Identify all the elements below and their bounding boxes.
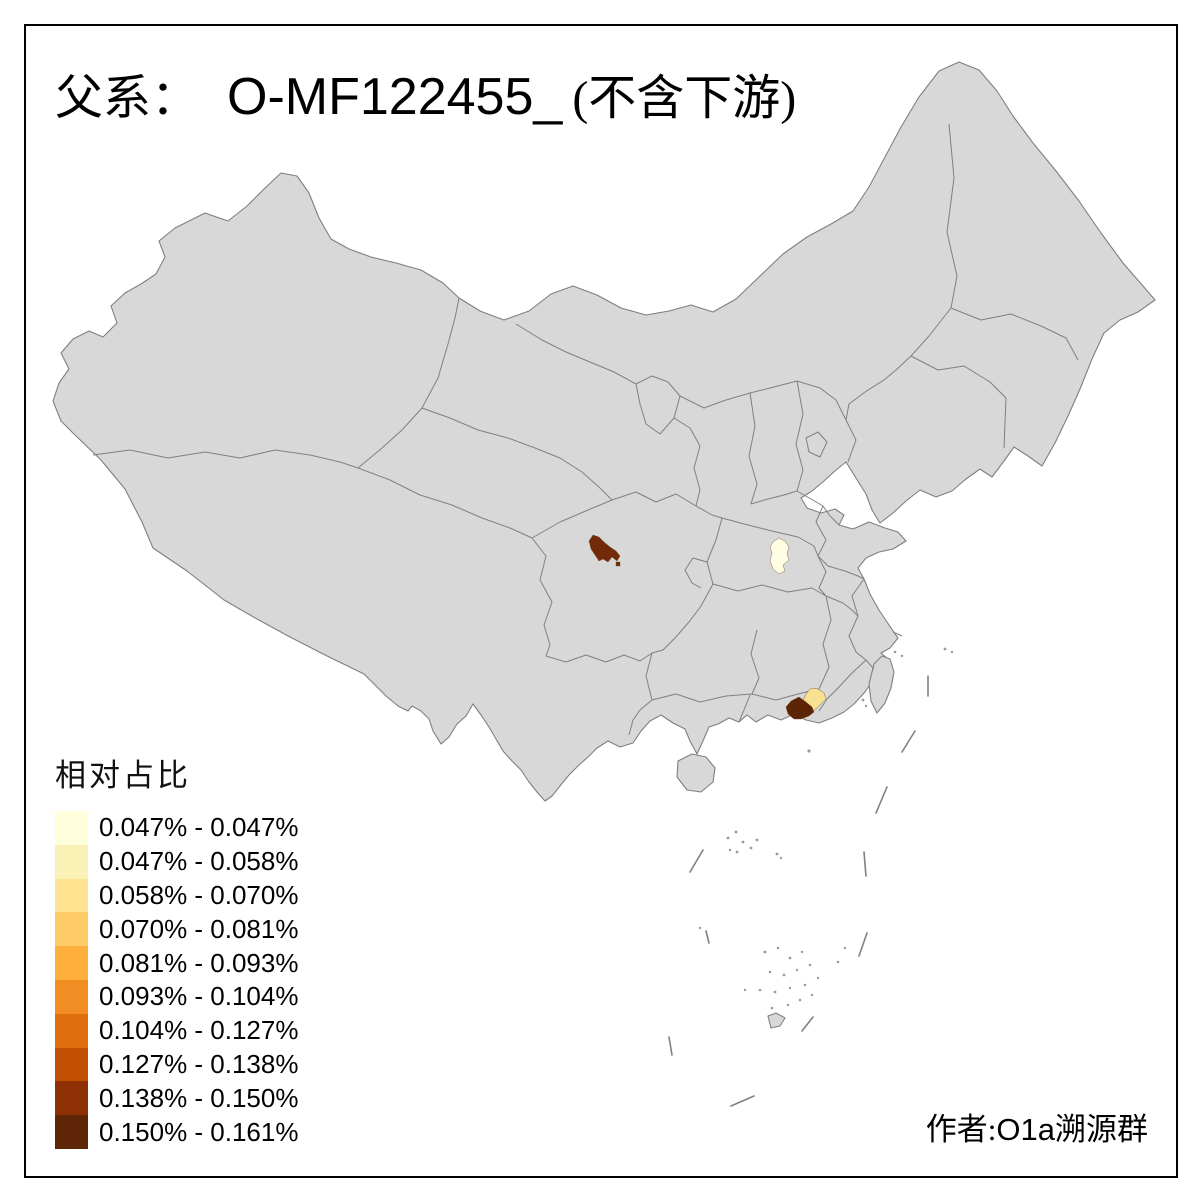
region-sichuan-speck — [615, 561, 621, 567]
legend-label: 0.070% - 0.081% — [99, 913, 299, 944]
hainan-island — [676, 753, 716, 793]
legend-row: 0.138% - 0.150% — [55, 1081, 299, 1116]
far-south-island — [767, 1012, 786, 1029]
legend-label: 0.058% - 0.070% — [99, 879, 299, 910]
mainland-outline — [52, 61, 1156, 802]
legend-swatch — [55, 946, 88, 980]
legend-label: 0.081% - 0.093% — [99, 947, 299, 978]
legend-row: 0.127% - 0.138% — [55, 1047, 299, 1082]
legend-label: 0.093% - 0.104% — [99, 981, 299, 1012]
region-sichuan — [588, 534, 621, 563]
legend-label: 0.047% - 0.047% — [99, 812, 299, 843]
title-paternal-label: 父系： — [55, 72, 200, 125]
legend-swatch — [55, 844, 88, 879]
legend-label: 0.150% - 0.161% — [99, 1116, 299, 1147]
legend-label: 0.104% - 0.127% — [99, 1015, 299, 1046]
region-hubei — [769, 537, 790, 575]
page-title: 父系： O-MF122455_ (不含下游) — [55, 58, 796, 128]
legend-row: 0.047% - 0.058% — [55, 844, 299, 879]
legend-row: 0.104% - 0.127% — [55, 1013, 299, 1048]
title-haplogroup-code: O-MF122455_ — [227, 68, 563, 126]
legend-row: 0.150% - 0.161% — [55, 1115, 298, 1149]
legend-swatch — [55, 912, 88, 947]
legend-row: 0.058% - 0.070% — [55, 878, 299, 913]
legend-swatch — [55, 878, 88, 913]
legend-swatch — [55, 1115, 88, 1149]
legend-row: 0.093% - 0.104% — [55, 979, 299, 1014]
author-latin: O1a — [996, 1112, 1055, 1147]
legend-items: 0.047% - 0.047% 0.047% - 0.058% 0.058% - 0… — [55, 811, 298, 1149]
highlight-regions — [588, 534, 827, 720]
author-prefix: 作者: — [925, 1112, 997, 1147]
region-guangdong-chaoshan — [785, 696, 815, 720]
taiwan-island — [868, 655, 895, 714]
legend-swatch — [55, 811, 88, 845]
legend-title: 相对占比 — [55, 758, 191, 793]
legend-label: 0.047% - 0.058% — [99, 846, 299, 877]
author-suffix: 溯源群 — [1055, 1112, 1148, 1147]
title-suffix: (不含下游) — [572, 72, 797, 125]
legend-swatch — [55, 1081, 88, 1116]
legend-swatch — [55, 979, 88, 1014]
legend-swatch — [55, 1047, 88, 1082]
legend-label: 0.138% - 0.150% — [99, 1082, 299, 1113]
author-credit: 作者:O1a溯源群 — [926, 1104, 1148, 1149]
legend-row: 0.047% - 0.047% — [55, 811, 298, 845]
nine-dash-line — [668, 675, 929, 1107]
legend-row: 0.070% - 0.081% — [55, 912, 299, 947]
sea-islets — [698, 647, 954, 1010]
legend-swatch — [55, 1013, 88, 1048]
legend: 相对占比 0.047% - 0.047% 0.047% - 0.058% 0.058… — [55, 750, 298, 1149]
province-borders — [92, 123, 1079, 736]
legend-row: 0.081% - 0.093% — [55, 946, 298, 980]
legend-label: 0.127% - 0.138% — [99, 1048, 299, 1079]
china-landmass — [52, 61, 1156, 1029]
